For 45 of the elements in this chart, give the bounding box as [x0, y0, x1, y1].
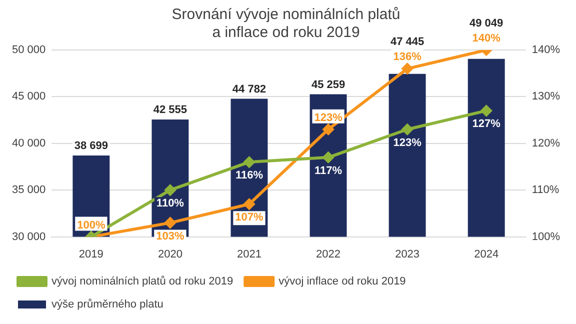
- data-label: 136%: [393, 51, 422, 64]
- point: [244, 156, 255, 168]
- y2-tick-label: 100%: [532, 230, 560, 243]
- point: [244, 198, 255, 210]
- data-label: 123%: [314, 112, 343, 124]
- data-label: 49 049: [470, 18, 504, 30]
- data-label: 123%: [393, 136, 422, 149]
- data-label: 45 259: [311, 78, 346, 91]
- data-label: 38 699: [74, 140, 108, 152]
- y2-tick-label: 130%: [532, 90, 560, 103]
- x-tick-label: 2023: [395, 248, 420, 260]
- point: [164, 217, 176, 228]
- point: [480, 105, 492, 116]
- y-tick-label: 35 000: [12, 184, 46, 196]
- x-tick-label: 2019: [78, 248, 104, 260]
- point: [322, 124, 334, 135]
- data-label: 117%: [314, 164, 342, 177]
- x-tick-label: 2022: [316, 248, 341, 260]
- y-tick-label: 40 000: [12, 137, 46, 150]
- data-label: 140%: [472, 32, 501, 45]
- point: [322, 152, 334, 163]
- data-label: 103%: [156, 230, 184, 242]
- y-tick-label: 50 000: [12, 44, 46, 56]
- data-label: 44 782: [232, 83, 266, 96]
- data-label: 116%: [235, 170, 264, 182]
- y-tick-label: 45 000: [12, 90, 46, 103]
- y2-tick-label: 140%: [532, 44, 560, 56]
- data-label: 127%: [472, 118, 501, 130]
- legend-label: vývoj inflace od roku 2019: [278, 276, 406, 288]
- y2-tick-label: 110%: [532, 184, 560, 196]
- x-tick-label: 2020: [158, 248, 182, 260]
- point: [164, 184, 176, 196]
- data-label: 100%: [77, 219, 106, 232]
- legend-label: vývoj nominálních platů od roku 2019: [52, 276, 234, 288]
- data-label: 110%: [156, 198, 184, 210]
- point: [402, 124, 413, 135]
- data-label: 47 445: [390, 36, 424, 48]
- data-label: 42 555: [153, 104, 188, 116]
- x-tick-label: 2021: [236, 248, 262, 260]
- data-label: 107%: [235, 212, 264, 224]
- y2-tick-label: 120%: [532, 137, 560, 150]
- y-tick-label: 30 000: [12, 230, 46, 243]
- legend-label: výše průměrného platu: [52, 298, 164, 311]
- point: [402, 63, 413, 74]
- x-tick-label: 2024: [474, 248, 499, 260]
